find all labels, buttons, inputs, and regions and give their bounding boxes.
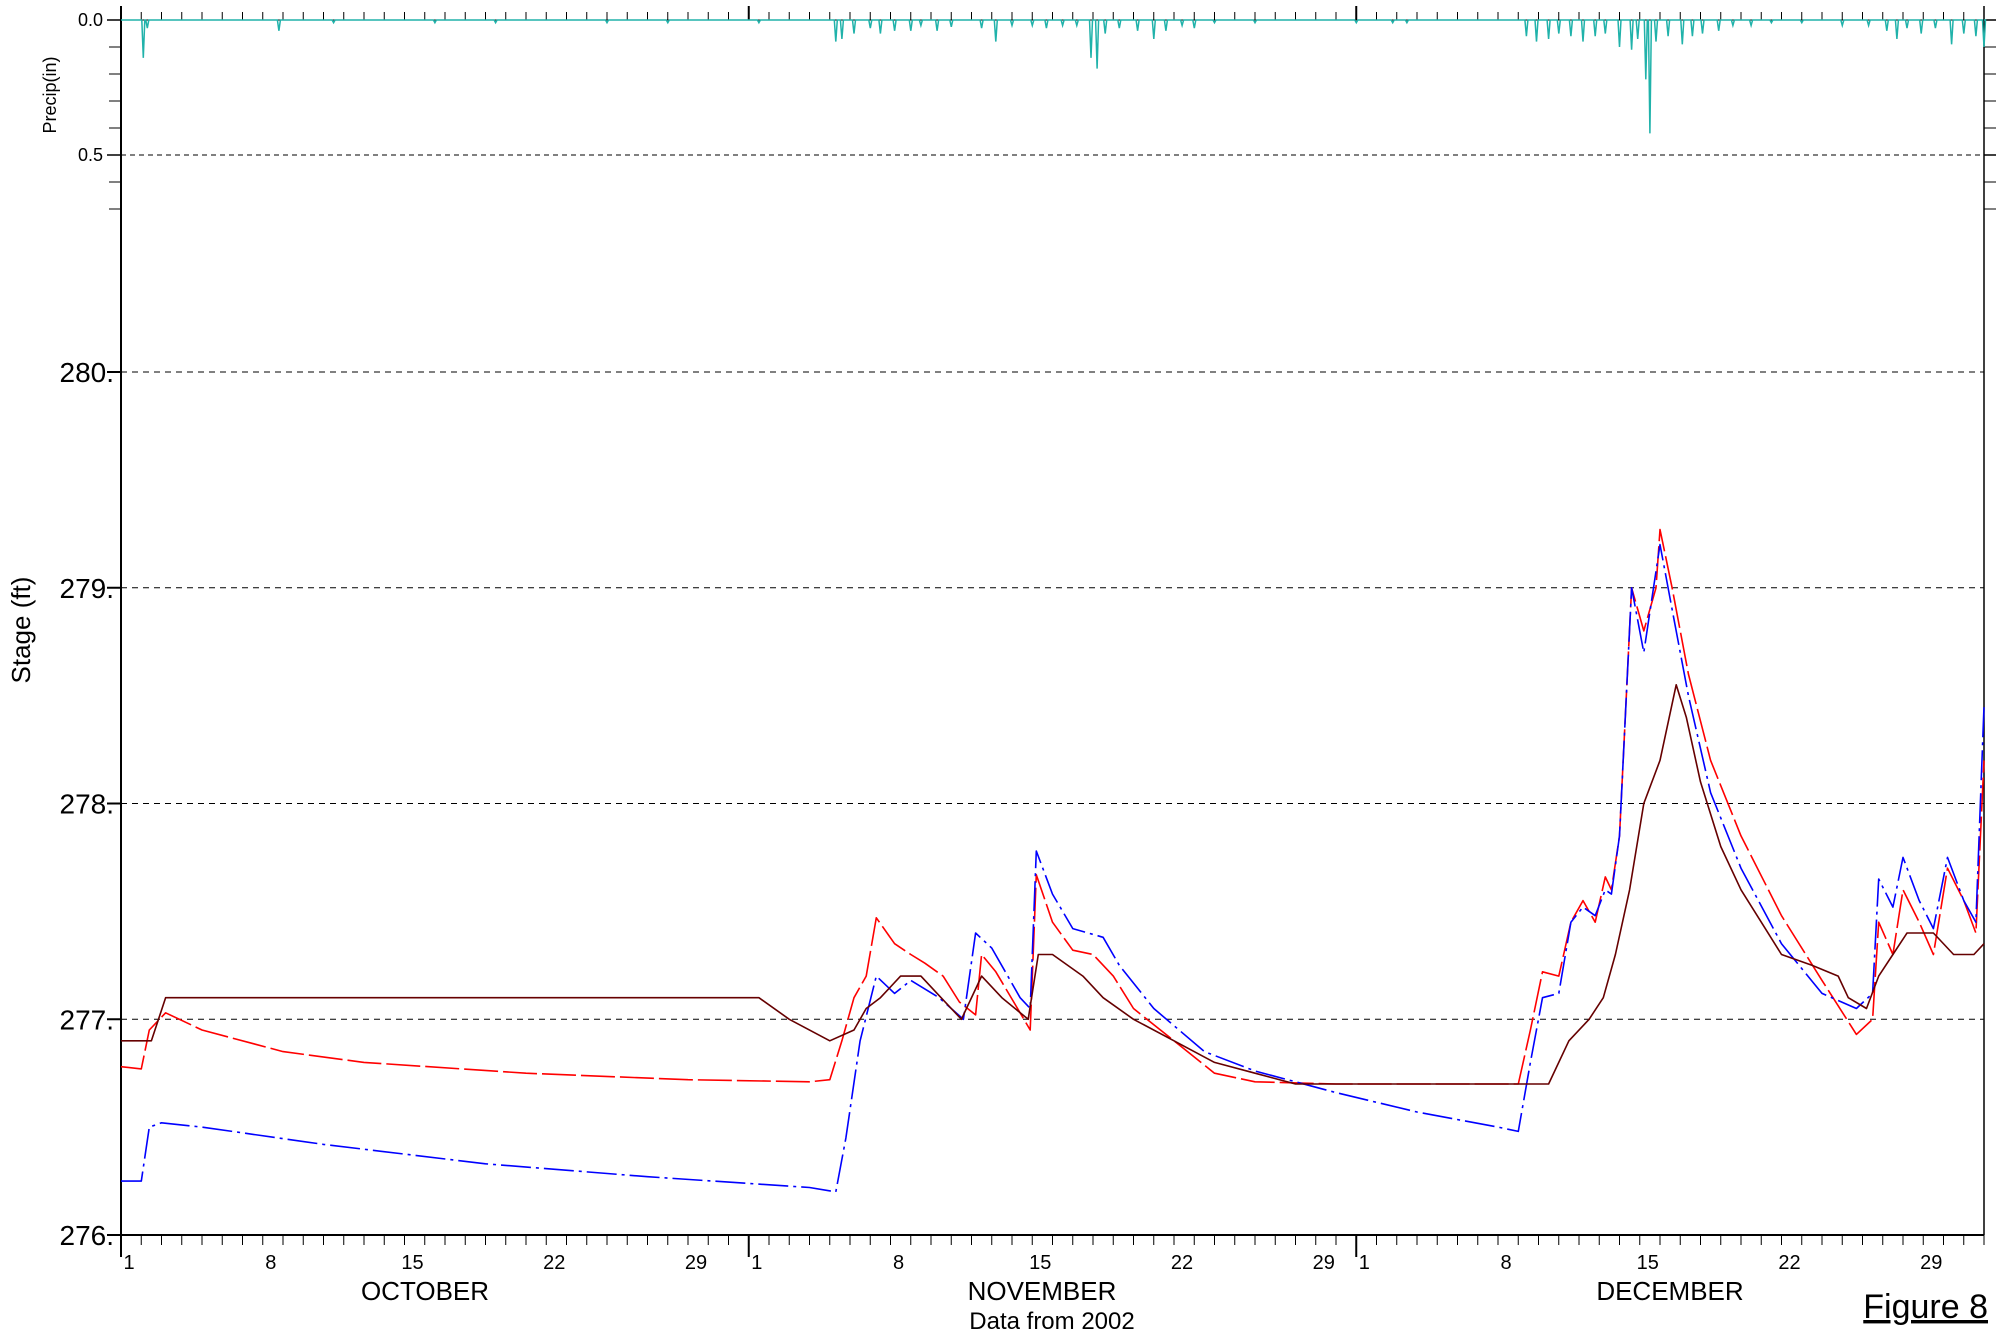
- precip-axis-label: Precip(in): [40, 56, 60, 133]
- footer-note: Data from 2002: [969, 1308, 1134, 1335]
- x-tick-label: 8: [265, 1252, 276, 1274]
- x-tick-label: 1: [123, 1252, 134, 1274]
- stage-tick-label: 276.: [60, 1220, 115, 1251]
- stage-series: [121, 530, 1984, 1192]
- x-tick-label: 22: [1778, 1252, 1800, 1274]
- stage-axis-label: Stage (ft): [6, 577, 36, 684]
- x-tick-label: 15: [1029, 1252, 1051, 1274]
- precip-line: [121, 20, 1986, 133]
- x-tick-label: 29: [1920, 1252, 1942, 1274]
- x-tick-label: 8: [1500, 1252, 1511, 1274]
- precip-tick-label: 0.0: [78, 10, 103, 30]
- precip-tick-label: 0.5: [78, 145, 103, 165]
- stage-series-line-2: [121, 545, 1984, 1192]
- x-tick-label: 15: [1637, 1252, 1659, 1274]
- stage-tick-label: 280.: [60, 357, 115, 388]
- stage-tick-label: 279.: [60, 573, 115, 604]
- stage-series-line-3: [121, 685, 1984, 1084]
- month-label-october: OCTOBER: [361, 1276, 489, 1306]
- x-tick-label: 22: [543, 1252, 565, 1274]
- axis-labels: 0.0 0.5 276. 277. 278. 279. 280. 1 8 15 22 29 1 8 15 22…: [60, 10, 1943, 1274]
- x-tick-label: 29: [1313, 1252, 1335, 1274]
- figure-label: Figure 8: [1863, 1288, 1988, 1326]
- x-tick-label: 29: [685, 1252, 707, 1274]
- precip-series: [121, 20, 1986, 133]
- x-tick-label: 8: [893, 1252, 904, 1274]
- month-label-december: DECEMBER: [1596, 1276, 1743, 1306]
- stage-tick-label: 278.: [60, 789, 115, 820]
- x-tick-label: 15: [401, 1252, 423, 1274]
- x-tick-label: 1: [751, 1252, 762, 1274]
- chart-axes: [107, 6, 1996, 1257]
- stage-series-line-1: [121, 530, 1984, 1085]
- month-label-november: NOVEMBER: [968, 1276, 1117, 1306]
- stage-tick-label: 277.: [60, 1004, 115, 1035]
- x-tick-label: 22: [1171, 1252, 1193, 1274]
- x-tick-label: 1: [1359, 1252, 1370, 1274]
